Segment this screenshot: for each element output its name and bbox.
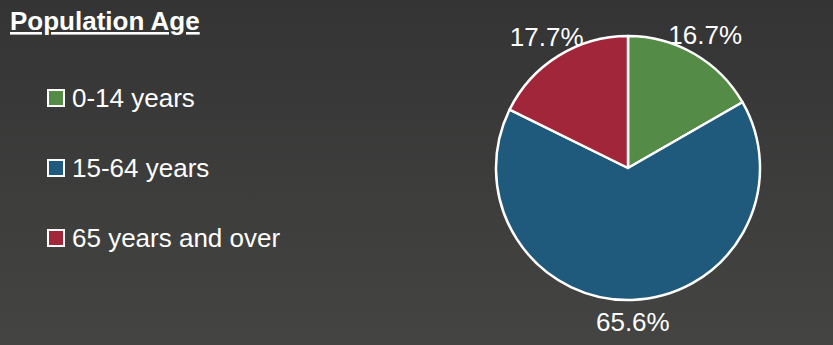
pie-slice <box>510 36 628 168</box>
legend-swatch <box>48 230 64 246</box>
data-labels: 16.7% 65.6% 17.7% <box>510 20 742 337</box>
legend-label: 65 years and over <box>72 223 280 253</box>
legend-swatch <box>48 160 64 176</box>
pie <box>496 36 760 300</box>
data-label: 65.6% <box>596 307 670 337</box>
legend: 0-14 years 15-64 years 65 years and over <box>48 83 280 253</box>
background <box>0 0 833 345</box>
title: Population Age <box>10 6 200 36</box>
data-label: 16.7% <box>668 20 742 50</box>
legend-label: 15-64 years <box>72 153 209 183</box>
data-label: 17.7% <box>510 22 584 52</box>
legend-swatch <box>48 90 64 106</box>
chart: Population Age 0-14 years 15-64 years 65 ye… <box>0 0 833 345</box>
legend-label: 0-14 years <box>72 83 195 113</box>
